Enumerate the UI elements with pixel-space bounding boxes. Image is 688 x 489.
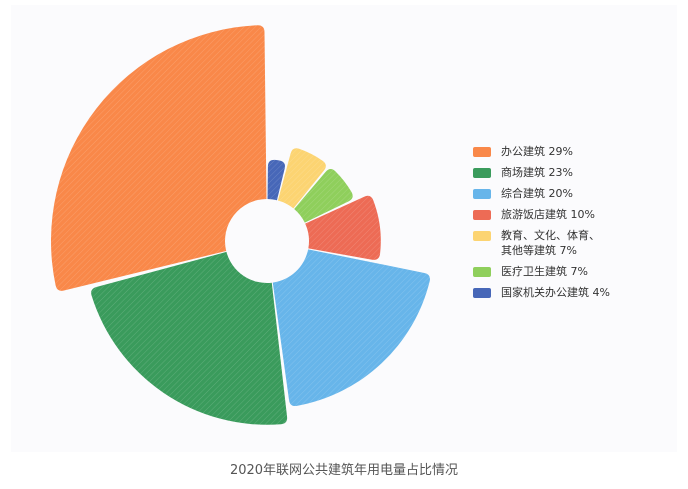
slice-5 [294, 169, 353, 223]
legend-item[interactable]: 综合建筑 20% [473, 186, 673, 201]
chart-legend: 办公建筑 29% 商场建筑 23% 综合建筑 20% 旅游饭店建筑 10% 教育、文化、… [473, 144, 673, 306]
slice-4 [277, 148, 326, 209]
legend-label: 医疗卫生建筑 7% [501, 265, 588, 278]
legend-swatch [473, 267, 491, 277]
legend-label: 综合建筑 20% [501, 187, 573, 200]
legend-label: 商场建筑 23% [501, 166, 573, 179]
legend-item[interactable]: 旅游饭店建筑 10% [473, 207, 673, 222]
slice-0 [51, 25, 267, 291]
slice-2 [272, 249, 430, 407]
legend-label: 旅游饭店建筑 10% [501, 208, 595, 221]
legend-swatch [473, 189, 491, 199]
legend-swatch [473, 147, 491, 157]
legend-item[interactable]: 商场建筑 23% [473, 165, 673, 180]
slice-6 [267, 159, 285, 201]
legend-swatch [473, 231, 491, 241]
slice-texture [51, 25, 267, 291]
slice-3 [305, 195, 381, 260]
slice-texture [277, 148, 326, 209]
legend-swatch [473, 210, 491, 220]
legend-item[interactable]: 办公建筑 29% [473, 144, 673, 159]
legend-swatch [473, 288, 491, 298]
legend-label: 办公建筑 29% [501, 145, 573, 158]
legend-label: 国家机关办公建筑 4% [501, 286, 610, 299]
chart-panel: 办公建筑 29% 商场建筑 23% 综合建筑 20% 旅游饭店建筑 10% 教育、文化、… [11, 5, 677, 452]
slice-texture [272, 249, 430, 407]
slice-texture [267, 159, 285, 201]
rose-pie-chart [51, 25, 430, 425]
slice-texture [305, 195, 381, 260]
slice-texture [91, 251, 288, 425]
legend-item[interactable]: 国家机关办公建筑 4% [473, 285, 673, 300]
legend-swatch [473, 168, 491, 178]
legend-label: 教育、文化、体育、 其他等建筑 7% [501, 229, 600, 257]
slice-texture [294, 169, 353, 223]
legend-item[interactable]: 医疗卫生建筑 7% [473, 264, 673, 279]
legend-item[interactable]: 教育、文化、体育、 其他等建筑 7% [473, 228, 673, 258]
slice-1 [91, 251, 288, 425]
chart-caption: 2020年联网公共建筑年用电量占比情况 [229, 463, 459, 478]
